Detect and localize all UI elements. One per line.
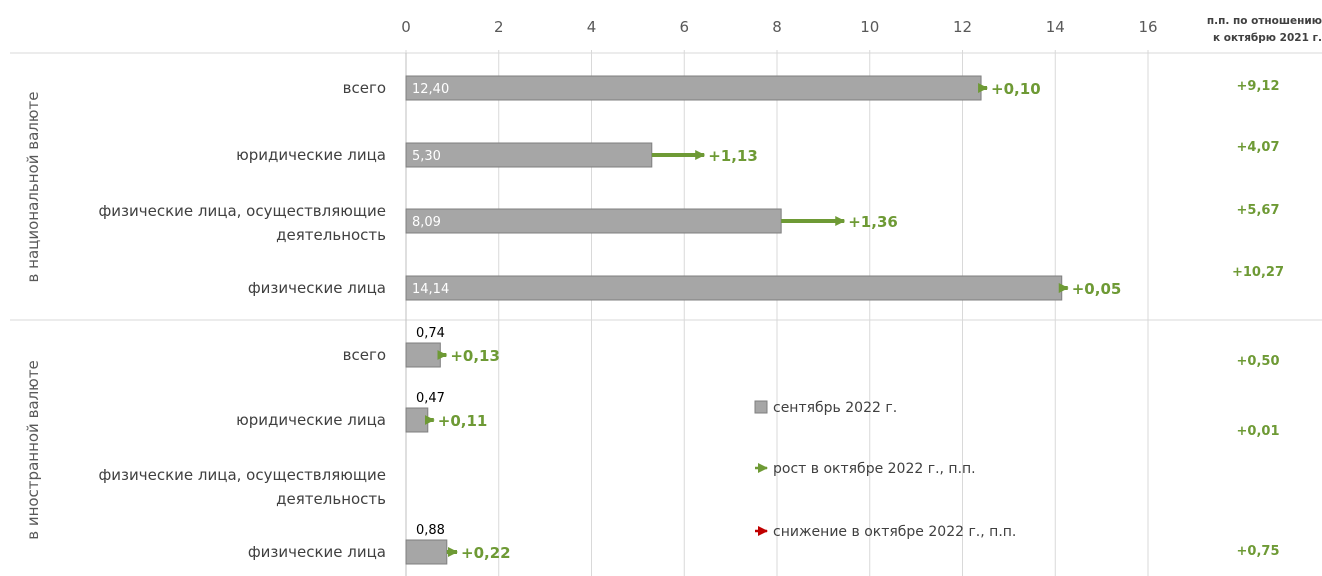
category-label: физические лица	[248, 543, 386, 561]
bar	[405, 407, 429, 433]
change-label: +0,10	[991, 80, 1041, 98]
legend-label: сентябрь 2022 г.	[773, 400, 897, 416]
bar-value-label: 0,88	[416, 523, 445, 538]
gridlines	[405, 50, 1149, 576]
bar	[405, 275, 1063, 301]
group-separators	[10, 52, 1322, 576]
bar	[405, 208, 782, 234]
yoy-value: +0,50	[1237, 354, 1280, 369]
change-label: +0,05	[1072, 280, 1122, 298]
x-tick-label: 12	[953, 18, 972, 36]
category-label: деятельность	[276, 490, 386, 508]
bar-value-label: 8,09	[412, 215, 441, 230]
category-label: физические лица, осуществляющие	[98, 466, 386, 484]
yoy-header: к октябрю 2021 г.	[1213, 32, 1322, 44]
category-label: юридические лица	[236, 146, 386, 164]
x-tick-label: 0	[401, 18, 411, 36]
bar-value-label: 0,47	[416, 391, 445, 406]
change-label: +0,22	[461, 544, 511, 562]
yoy-value: +10,27	[1232, 265, 1284, 280]
change-label: +0,11	[438, 412, 488, 430]
bar	[405, 142, 653, 168]
legend-label: рост в октябре 2022 г., п.п.	[773, 461, 976, 477]
x-tick-label: 6	[679, 18, 689, 36]
category-label: физические лица	[248, 279, 386, 297]
bar-value-label: 12,40	[412, 82, 449, 97]
bar-value-label: 0,74	[416, 326, 445, 341]
bar	[405, 342, 441, 368]
yoy-value: +0,75	[1237, 544, 1280, 559]
x-tick-label: 16	[1138, 18, 1157, 36]
legend-bar-swatch	[754, 400, 768, 414]
x-axis: 0 2 4 6 8 10 12 14 16	[401, 18, 1157, 36]
group-label: в иностранной валюте	[24, 360, 42, 540]
category-label: физические лица, осуществляющие	[98, 202, 386, 220]
legend: сентябрь 2022 г. рост в октябре 2022 г., …	[754, 400, 1016, 540]
x-tick-label: 8	[772, 18, 782, 36]
x-tick-label: 4	[587, 18, 597, 36]
category-label: деятельность	[276, 226, 386, 244]
yoy-value: +4,07	[1237, 140, 1280, 155]
legend-label: снижение в октябре 2022 г., п.п.	[773, 524, 1016, 540]
yoy-column: п.п. по отношению к октябрю 2021 г. +9,12 +…	[1207, 15, 1322, 559]
bars: 12,40 5,30 8,09 14,14 0,74 0,47 0,88	[405, 75, 1063, 565]
bar-value-label: 14,14	[412, 282, 449, 297]
category-label: юридические лица	[236, 411, 386, 429]
change-label: +1,36	[848, 213, 898, 231]
x-tick-label: 2	[494, 18, 504, 36]
category-label: всего	[343, 79, 386, 97]
bar	[405, 75, 982, 101]
change-label: +0,13	[450, 347, 500, 365]
yoy-header: п.п. по отношению	[1207, 15, 1322, 27]
x-tick-label: 14	[1046, 18, 1065, 36]
category-label: всего	[343, 346, 386, 364]
bar-value-label: 5,30	[412, 149, 441, 164]
yoy-value: +9,12	[1237, 79, 1280, 94]
group-labels: в национальной валюте в иностранной валют…	[24, 92, 42, 540]
yoy-value: +5,67	[1237, 203, 1280, 218]
yoy-value: +0,01	[1237, 424, 1280, 439]
x-tick-label: 10	[860, 18, 879, 36]
bar	[405, 539, 448, 565]
category-labels: всего юридические лица физические лица, ос…	[98, 79, 386, 561]
group-label: в национальной валюте	[24, 92, 42, 283]
change-arrows: +0,10 +1,13 +1,36 +0,05 +0,13 +0,11 +0,22	[424, 80, 1122, 562]
change-label: +1,13	[708, 147, 758, 165]
